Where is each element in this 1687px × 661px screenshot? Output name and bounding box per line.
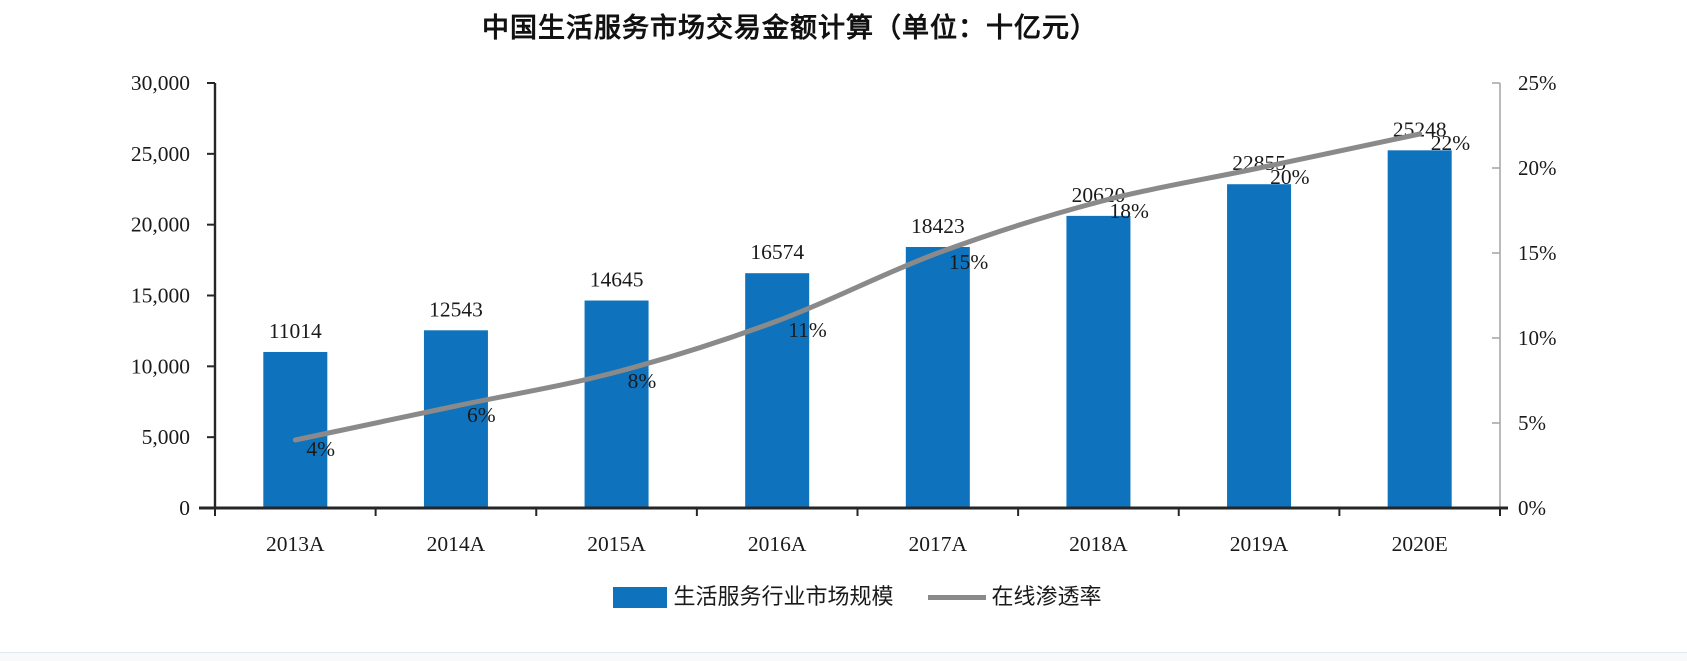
bar-value-label-2017A: 18423 [911, 214, 965, 238]
left-axis-tick-label: 0 [179, 496, 190, 520]
bar-2013A [263, 351, 328, 508]
line-value-label-2014A: 6% [467, 403, 496, 427]
bar-value-label-2013A: 11014 [269, 319, 322, 343]
page-bottom-divider [0, 652, 1687, 661]
line-value-label-2015A: 8% [628, 369, 657, 393]
legend-label-line-series: 在线渗透率 [991, 584, 1102, 609]
left-axis-tick-label: 30,000 [131, 71, 190, 95]
right-axis-tick-label: 15% [1518, 241, 1557, 265]
bar-value-label-2015A: 14645 [590, 268, 644, 292]
chart-legend: 生活服务行业市场规模 在线渗透率 [215, 582, 1500, 612]
legend-item-bar-series: 生活服务行业市场规模 [613, 582, 894, 612]
bar-2020E [1387, 150, 1452, 508]
bar-2014A [423, 330, 488, 508]
line-value-label-2020E: 22% [1431, 131, 1471, 155]
x-axis-label-2016A: 2016A [748, 532, 807, 556]
penetration-rate-line [292, 131, 1423, 443]
right-axis-tick-label: 20% [1518, 156, 1557, 180]
line-value-label-2017A: 15% [949, 250, 989, 274]
x-axis-label-2017A: 2017A [909, 532, 968, 556]
left-axis-tick-label: 25,000 [131, 142, 190, 166]
legend-label-bar-series: 生活服务行业市场规模 [673, 584, 894, 609]
bar-2017A [905, 247, 970, 508]
line-value-label-2018A: 18% [1109, 199, 1149, 223]
left-axis-tick-label: 10,000 [131, 354, 190, 378]
bar-2016A [745, 273, 810, 508]
x-axis-label-2019A: 2019A [1230, 532, 1289, 556]
right-axis-tick-label: 0% [1518, 496, 1546, 520]
bar-series-swatch-icon [613, 586, 668, 608]
right-axis-tick-label: 25% [1518, 71, 1557, 95]
line-series-swatch-icon [927, 594, 986, 600]
left-axis-tick-label: 5,000 [142, 425, 190, 449]
x-axis-label-2020E: 2020E [1392, 532, 1448, 556]
left-axis-tick-label: 20,000 [131, 213, 190, 237]
left-axis-tick-label: 15,000 [131, 284, 190, 308]
line-value-label-2013A: 4% [306, 437, 335, 461]
bar-value-label-2016A: 16574 [750, 240, 804, 264]
x-axis-label-2014A: 2014A [427, 532, 486, 556]
line-value-label-2019A: 20% [1270, 165, 1310, 189]
line-value-label-2016A: 11% [788, 318, 827, 342]
legend-item-line-series: 在线渗透率 [927, 582, 1102, 612]
bar-2019A [1227, 184, 1292, 509]
bar-2018A [1066, 215, 1131, 508]
bar-value-label-2014A: 12543 [429, 297, 483, 321]
x-axis-label-2018A: 2018A [1069, 532, 1128, 556]
x-axis-label-2013A: 2013A [266, 532, 325, 556]
right-axis-tick-label: 5% [1518, 411, 1546, 435]
x-axis-label-2015A: 2015A [587, 532, 646, 556]
chart-title: 中国生活服务市场交易金额计算（单位：十亿元） [482, 13, 1098, 43]
right-axis-tick-label: 10% [1518, 326, 1557, 350]
bar-2015A [584, 300, 649, 508]
